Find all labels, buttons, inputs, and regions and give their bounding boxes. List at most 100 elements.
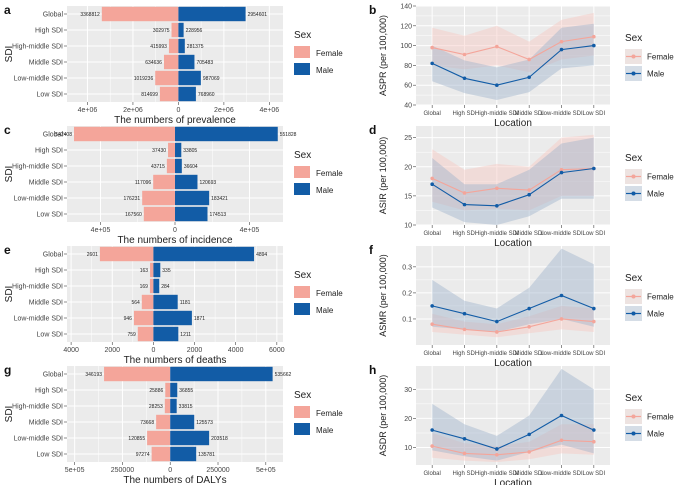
legend-male-key-point xyxy=(631,71,636,76)
plot-background xyxy=(416,126,610,225)
point-female xyxy=(462,191,467,195)
point-male xyxy=(430,61,434,66)
legend-female-label: Female xyxy=(316,169,343,178)
point-female xyxy=(559,438,564,443)
tick-label-x: 4e+06 xyxy=(78,107,98,114)
tick-label-x: 0 xyxy=(151,347,155,354)
ribbon-male xyxy=(432,137,594,225)
tick-label-y: Middle SDI xyxy=(29,420,63,427)
point-female xyxy=(559,39,564,44)
series-line-male xyxy=(431,167,594,207)
bar-male xyxy=(170,398,177,414)
tick-label-y: 0.2 xyxy=(402,290,412,297)
bar-male xyxy=(153,262,161,278)
bar-male xyxy=(153,294,178,310)
tick-label-x: 0 xyxy=(176,107,180,114)
tick-label-x: Global xyxy=(423,231,440,237)
tick-label-y: Global xyxy=(43,372,64,379)
point-male xyxy=(462,311,467,316)
data-label-female: 117096 xyxy=(135,180,152,186)
data-label-male: 284 xyxy=(161,284,170,290)
bar-female xyxy=(133,310,154,326)
data-label-male: 551828 xyxy=(280,132,297,138)
legend-female-key xyxy=(294,406,310,418)
bar-male xyxy=(178,22,184,38)
tick-label-y: High-middle SDI xyxy=(12,44,63,51)
tick-label-x: 4000 xyxy=(228,347,244,354)
tick-label-x: Global xyxy=(423,471,440,477)
tick-label-x: High SDI xyxy=(452,471,476,477)
tick-label-x: Global xyxy=(423,111,440,117)
bar-female xyxy=(151,446,171,462)
tick-label-x: 250000 xyxy=(111,467,134,474)
legend-male-key xyxy=(294,63,310,75)
data-label-male: 335 xyxy=(162,268,171,274)
bar-female xyxy=(163,54,179,70)
point-female xyxy=(592,34,596,39)
data-label-female: 542408 xyxy=(55,132,72,138)
plot-background xyxy=(67,246,283,342)
panel-e: e 2601 4894 Global 163 335 High SDI 169 284 High-… xyxy=(4,243,343,366)
point-female xyxy=(430,45,434,50)
legend-male-key-point xyxy=(631,311,636,316)
bar-female xyxy=(147,430,171,446)
series-line-male xyxy=(431,45,594,86)
bar-male xyxy=(175,190,210,206)
point-male xyxy=(559,170,564,175)
panel-b: b 40 60 80 100 120 140 Global High SDIHigh-middl… xyxy=(369,3,674,129)
data-label-female: 946 xyxy=(124,316,133,322)
tick-label-x: High-middle SDI xyxy=(475,471,519,477)
point-male xyxy=(559,413,564,418)
point-male xyxy=(592,428,596,432)
data-label-female: 167560 xyxy=(125,212,142,218)
data-label-female: 3368812 xyxy=(80,12,100,18)
plot-background xyxy=(67,366,283,462)
bar-female xyxy=(150,262,154,278)
series-line-female xyxy=(431,167,594,194)
point-male xyxy=(592,166,596,171)
legend-title: Sex xyxy=(625,393,642,404)
panel-letter: a xyxy=(4,3,11,17)
data-label-male: 36855 xyxy=(179,388,193,394)
point-male xyxy=(495,83,499,87)
legend-female-label: Female xyxy=(316,409,343,418)
legend-male-key xyxy=(294,183,310,195)
data-label-male: 535662 xyxy=(275,372,292,378)
legend-title: Sex xyxy=(294,270,311,281)
tick-label-y: 20 xyxy=(404,164,412,171)
bar-female xyxy=(168,38,179,54)
tick-label-x: High-middle SDI xyxy=(475,351,519,357)
tick-label-x: Low SDI xyxy=(582,351,605,357)
tick-label-x: Low-middle SDI xyxy=(540,111,583,117)
y-axis-title: SDI xyxy=(4,46,15,63)
x-axis-title: The numbers of prevalence xyxy=(114,115,236,126)
bar-male xyxy=(170,366,273,382)
bar-male xyxy=(170,414,195,430)
bar-male xyxy=(178,54,195,70)
legend-female-key-point xyxy=(631,414,636,419)
panel-letter: d xyxy=(369,123,376,137)
data-label-female: 814699 xyxy=(141,92,158,98)
legend-title: Sex xyxy=(625,33,642,44)
tick-label-y: Low SDI xyxy=(37,452,64,459)
data-label-male: 281375 xyxy=(187,44,204,50)
point-male xyxy=(462,202,467,207)
tick-label-x: High SDI xyxy=(452,351,476,357)
tick-label-x: 2000 xyxy=(104,347,120,354)
point-male xyxy=(527,306,531,311)
y-axis-title: ASIR (per 100,000) xyxy=(378,137,388,215)
tick-label-y: High SDI xyxy=(35,268,63,275)
point-male xyxy=(462,436,467,441)
tick-label-y: Low SDI xyxy=(37,332,64,339)
data-label-female: 176231 xyxy=(123,196,140,202)
bar-male xyxy=(153,246,255,262)
tick-label-x: Low-middle SDI xyxy=(540,351,583,357)
tick-label-x: High SDI xyxy=(452,111,476,117)
tick-label-x: 2000 xyxy=(187,347,203,354)
tick-label-x: 2e+06 xyxy=(123,107,143,114)
data-label-female: 37430 xyxy=(152,148,166,154)
tick-label-y: 40 xyxy=(404,103,412,110)
legend-male-key-point xyxy=(631,431,636,436)
tick-label-x: High SDI xyxy=(452,231,476,237)
